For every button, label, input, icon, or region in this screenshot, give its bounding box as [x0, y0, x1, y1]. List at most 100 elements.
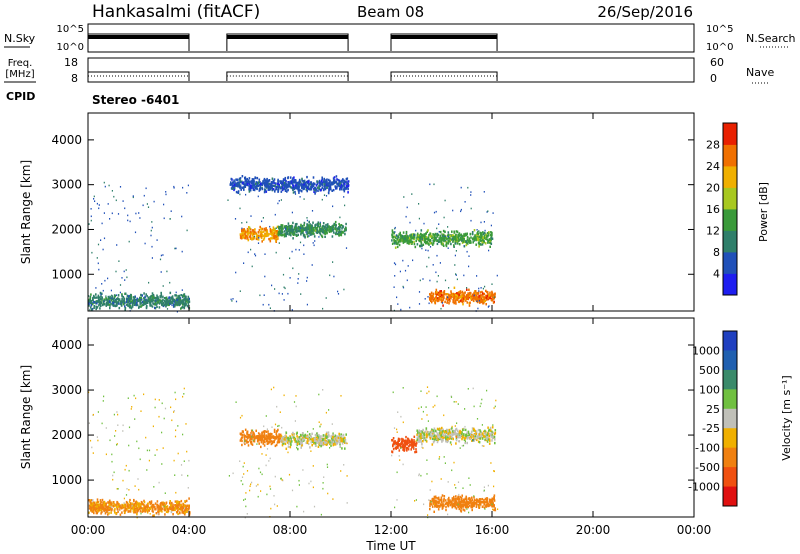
scatter-point — [281, 227, 283, 230]
scatter-point — [479, 296, 481, 299]
scatter-point — [345, 187, 348, 190]
scatter-point — [304, 436, 307, 439]
scatter-point — [250, 440, 253, 444]
nsearch-tick-bottom: 10^0 — [706, 42, 733, 53]
scatter-point — [136, 510, 138, 514]
scatter-point — [92, 299, 94, 302]
scatter-point — [109, 501, 111, 504]
scatter-point — [479, 291, 482, 294]
scatter-point — [261, 187, 264, 191]
scatter-point — [277, 190, 279, 193]
scatter-point — [344, 204, 346, 207]
scatter-point — [442, 238, 445, 242]
scatter-point — [304, 184, 307, 187]
scatter-point — [139, 300, 141, 303]
scatter-point — [488, 295, 490, 298]
scatter-point — [181, 508, 183, 511]
scatter-point — [487, 438, 490, 441]
scatter-point — [323, 194, 326, 196]
scatter-point — [280, 180, 283, 183]
scatter-point — [265, 437, 267, 440]
scatter-point — [451, 230, 453, 233]
scatter-point — [488, 435, 490, 438]
scatter-point — [182, 503, 185, 506]
scatter-point — [143, 292, 145, 295]
scatter-point — [320, 444, 322, 448]
scatter-point — [317, 439, 320, 442]
scatter-point — [235, 300, 238, 303]
scatter-point — [160, 293, 163, 297]
scatter-point — [302, 229, 304, 232]
scatter-point — [258, 228, 261, 232]
scatter-point — [436, 235, 438, 238]
scatter-point — [118, 294, 120, 296]
scatter-point — [393, 262, 396, 264]
scatter-point — [397, 440, 399, 444]
scatter-point — [448, 233, 450, 237]
scatter-point — [417, 234, 420, 237]
scatter-point — [264, 440, 266, 444]
scatter-point — [421, 247, 423, 250]
scatter-point — [319, 230, 322, 233]
scatter-point — [131, 301, 133, 304]
scatter-point — [284, 438, 286, 441]
scatter-point — [311, 229, 314, 233]
scatter-point — [336, 178, 338, 181]
scatter-point — [403, 238, 406, 240]
scatter-point — [474, 234, 476, 237]
scatter-point — [439, 292, 442, 295]
scatter-point — [325, 195, 328, 197]
scatter-point — [427, 431, 429, 434]
scatter-point — [404, 236, 407, 240]
scatter-point — [121, 506, 124, 509]
scatter-point — [391, 231, 394, 234]
scatter-point — [111, 295, 113, 298]
scatter-point — [182, 295, 184, 299]
scatter-point — [103, 181, 105, 184]
scatter-point — [397, 241, 400, 244]
scatter-point — [299, 440, 302, 443]
scatter-point — [342, 178, 344, 181]
scatter-point — [274, 213, 276, 216]
scatter-point — [342, 231, 344, 234]
scatter-point — [298, 436, 301, 439]
scatter-point — [240, 233, 243, 237]
scatter-point — [345, 222, 347, 226]
scatter-point — [433, 434, 436, 437]
scatter-point — [433, 436, 435, 439]
scatter-point — [150, 229, 152, 232]
scatter-point — [436, 291, 438, 294]
scatter-point — [315, 184, 318, 187]
scatter-point — [271, 177, 274, 180]
scatter-point — [295, 442, 298, 446]
colorbar-tick-label: 12 — [706, 225, 720, 238]
scatter-point — [294, 186, 296, 189]
scatter-point — [144, 301, 146, 305]
scatter-point — [326, 227, 329, 231]
scatter-point — [293, 232, 296, 235]
scatter-point — [127, 295, 130, 298]
scatter-point — [475, 243, 477, 246]
colorbar-segment — [723, 273, 737, 296]
scatter-point — [179, 301, 182, 304]
scatter-point — [439, 433, 442, 436]
scatter-point — [128, 303, 131, 306]
scatter-point — [244, 184, 247, 187]
scatter-point — [473, 238, 476, 241]
scatter-point — [290, 227, 293, 231]
scatter-point — [401, 235, 404, 238]
scatter-point — [97, 262, 99, 265]
scatter-point — [345, 228, 347, 232]
scatter-point — [268, 188, 271, 191]
scatter-point — [292, 183, 294, 187]
scatter-point — [487, 241, 489, 244]
scatter-point — [274, 438, 276, 441]
scatter-point — [485, 296, 488, 299]
scatter-point — [131, 299, 134, 302]
scatter-point — [133, 303, 136, 306]
scatter-point — [455, 427, 458, 431]
scatter-point — [126, 298, 129, 301]
scatter-point — [149, 304, 151, 307]
scatter-point — [306, 224, 309, 227]
scatter-point — [284, 187, 286, 190]
